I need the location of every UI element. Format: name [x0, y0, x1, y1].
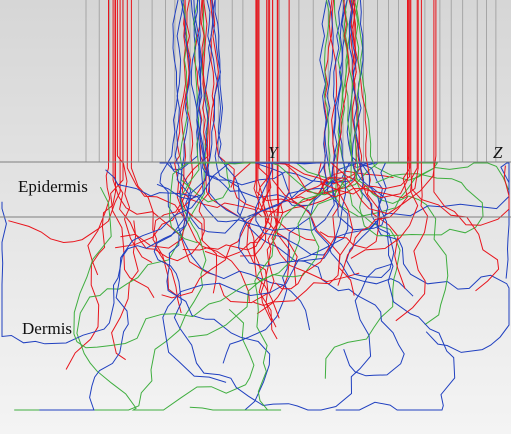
figure: Epidermis Dermis Y Z	[0, 0, 511, 434]
axis-z-label: Z	[493, 143, 503, 162]
dermis-label: Dermis	[22, 319, 72, 338]
epidermis-label: Epidermis	[18, 177, 88, 196]
axis-y-label: Y	[268, 143, 279, 162]
